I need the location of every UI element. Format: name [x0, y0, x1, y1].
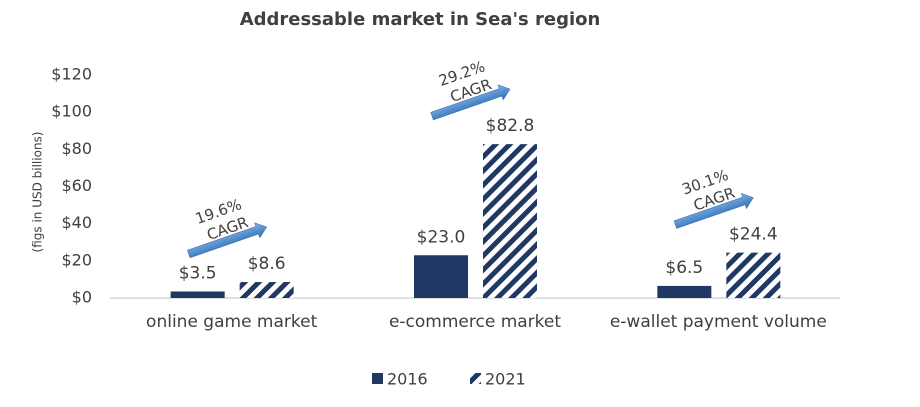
value-label: $8.6 [248, 254, 286, 274]
bar [726, 252, 781, 298]
x-tick-label: e-wallet payment volume [610, 312, 827, 332]
arrow-shape [430, 84, 511, 121]
cagr-arrow [187, 222, 268, 259]
value-label: $6.5 [665, 258, 703, 278]
value-label: $24.4 [729, 225, 778, 245]
arrow-shape [187, 222, 268, 259]
x-tick-label: e-commerce market [389, 312, 561, 332]
y-tick-label: $120 [51, 65, 92, 84]
legend-label: 2021 [485, 370, 526, 389]
bar [483, 144, 537, 298]
bar [657, 285, 712, 298]
y-tick-label: $60 [61, 176, 92, 195]
y-tick-label: $0 [72, 288, 92, 307]
legend-swatch [470, 373, 481, 384]
y-tick-label: $20 [61, 250, 92, 269]
cagr-arrow [430, 84, 511, 121]
value-label: $82.8 [486, 116, 535, 136]
y-tick-label: $100 [51, 102, 92, 121]
y-axis-label: (figs in USD billions) [31, 132, 45, 253]
arrow-shape [673, 192, 754, 229]
bar [239, 282, 294, 298]
bar [414, 255, 468, 298]
y-tick-label: $40 [61, 213, 92, 232]
value-label: $23.0 [417, 227, 466, 247]
y-tick-label: $80 [61, 139, 92, 158]
value-label: $3.5 [179, 263, 217, 283]
cagr-arrow [673, 192, 754, 229]
x-tick-label: online game market [146, 312, 318, 332]
legend-label: 2016 [387, 370, 428, 389]
chart-title: Addressable market in Sea's region [240, 9, 601, 30]
bar [170, 291, 225, 298]
legend-swatch [372, 373, 383, 384]
